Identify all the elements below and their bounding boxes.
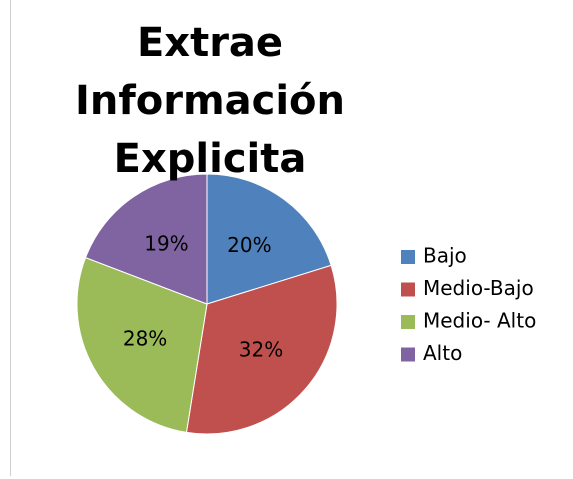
- legend-swatch: [401, 282, 415, 297]
- data-label: 19%: [144, 232, 188, 256]
- data-label: 32%: [239, 337, 283, 361]
- pie-slice: [206, 173, 332, 305]
- legend-label: Alto: [423, 341, 462, 365]
- legend-swatch: [401, 315, 415, 329]
- data-label: 20%: [227, 233, 271, 257]
- chart-title: Extrae Información Explicita: [74, 20, 346, 182]
- data-label: 28%: [123, 326, 167, 350]
- legend-swatch: [401, 347, 415, 362]
- legend-label: Bajo: [423, 244, 467, 268]
- legend-label: Medio-Bajo: [423, 276, 534, 300]
- legend-swatch: [401, 250, 415, 264]
- pie-slice: [76, 256, 208, 433]
- pie-slice: [185, 264, 338, 435]
- legend-label: Medio- Alto: [423, 309, 536, 333]
- pie-slice: [84, 173, 208, 305]
